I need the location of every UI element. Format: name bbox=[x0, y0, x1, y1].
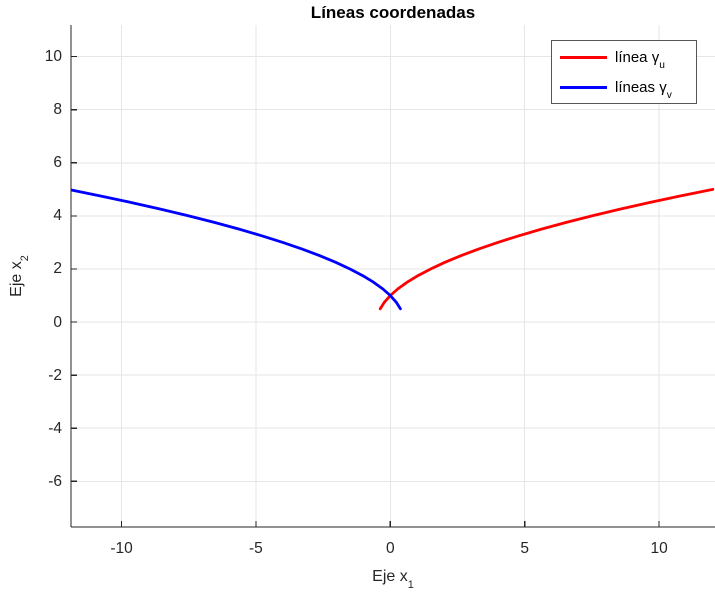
x-tick-label: 5 bbox=[520, 540, 529, 557]
x-tick-label: 0 bbox=[385, 540, 395, 557]
x-tick-label: -10 bbox=[110, 540, 133, 557]
x-axis-label-subscript: 1 bbox=[407, 578, 414, 591]
legend-entry-linea-u: línea γu bbox=[552, 43, 696, 71]
y-tick-label: 0 bbox=[53, 313, 62, 331]
chart-title: Líneas coordenadas bbox=[310, 3, 476, 22]
x-tick-label: 10 bbox=[650, 540, 668, 557]
y-tick-label: 10 bbox=[44, 48, 62, 66]
legend-entry-lineas-v: líneas γv bbox=[552, 73, 696, 101]
curve-línea-γu bbox=[378, 187, 715, 311]
y-tick-label: 2 bbox=[53, 260, 62, 278]
y-tick-label: 6 bbox=[53, 154, 62, 172]
y-axis-label: Eje x2 bbox=[8, 255, 31, 297]
y-axis-label-text: Eje x bbox=[8, 261, 25, 297]
y-tick-label: -6 bbox=[48, 472, 62, 490]
y-tick-label: 8 bbox=[53, 101, 62, 119]
curve-líneas-γv bbox=[71, 188, 402, 311]
red-line-sample bbox=[560, 55, 607, 59]
x-axis-label: Eje x1 bbox=[372, 568, 414, 590]
legend: línea γu líneas γv bbox=[551, 40, 697, 104]
legend-label-linea-u: línea γu bbox=[615, 48, 665, 72]
y-tick-label: -2 bbox=[48, 366, 62, 384]
blue-line-sample bbox=[560, 85, 607, 89]
y-axis-label-subscript: 2 bbox=[18, 255, 31, 262]
x-axis-label-text: Eje x bbox=[372, 568, 408, 585]
y-tick-label: -4 bbox=[48, 419, 62, 437]
x-tick-label: -5 bbox=[249, 540, 263, 557]
legend-label-lineas-v: líneas γv bbox=[615, 78, 672, 102]
y-tick-label: 4 bbox=[53, 207, 62, 225]
